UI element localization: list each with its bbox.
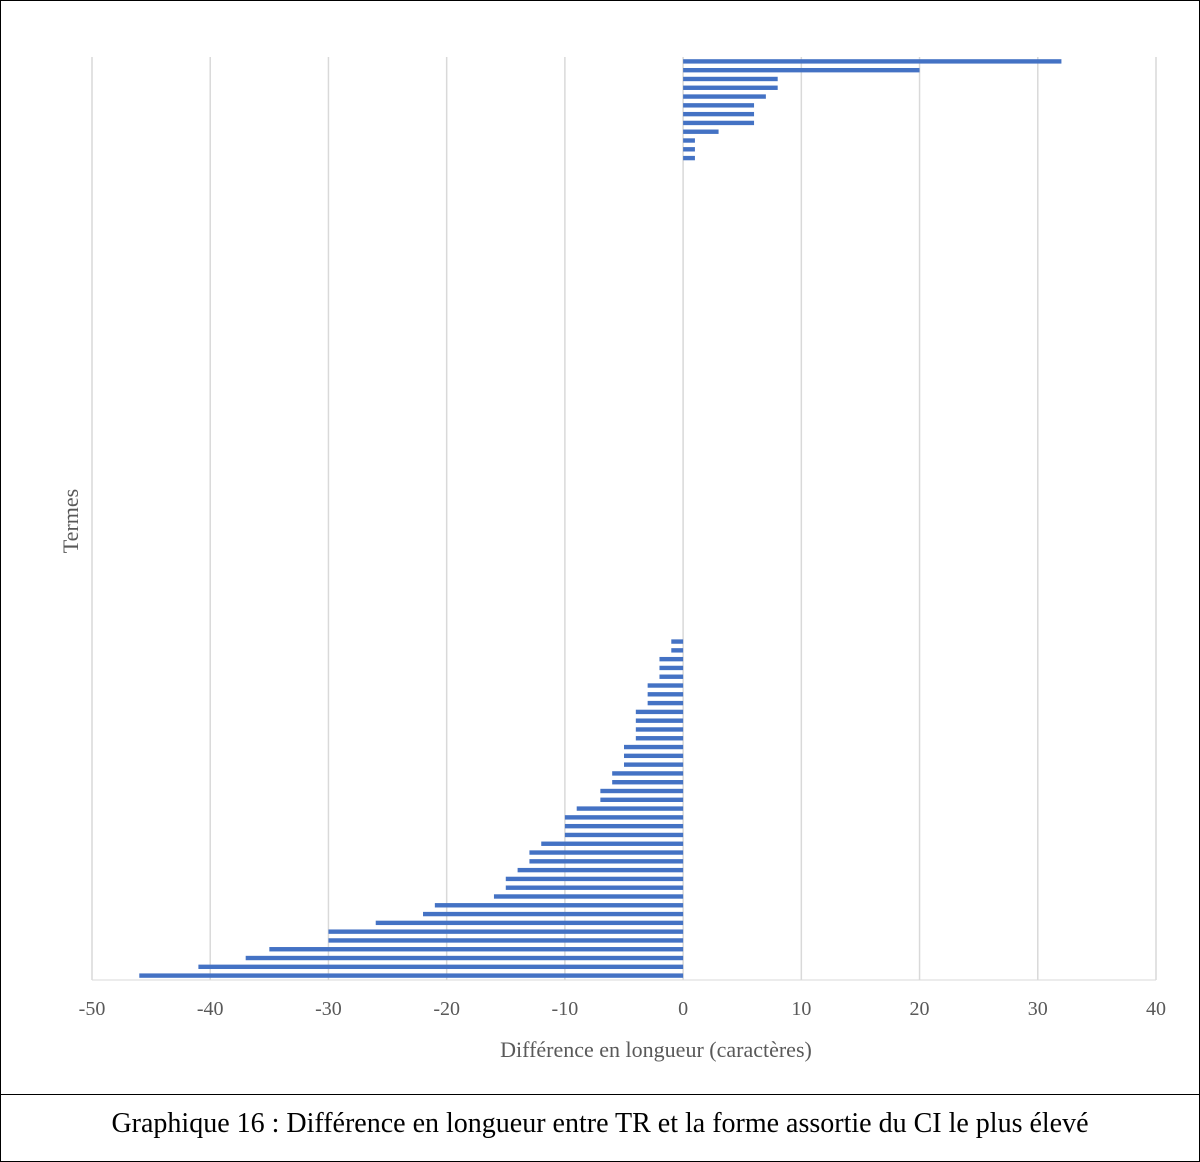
bar — [612, 780, 684, 785]
x-tick-label: 30 — [1028, 998, 1048, 1020]
bar — [683, 147, 695, 152]
x-axis-title: Différence en longueur (caractères) — [500, 1037, 812, 1062]
bar — [683, 129, 719, 134]
x-tick-label: -10 — [552, 998, 579, 1020]
bar — [600, 797, 684, 802]
bar — [269, 947, 684, 952]
bar — [328, 938, 684, 943]
x-tick-label: 40 — [1146, 998, 1166, 1020]
bar — [541, 841, 684, 846]
bar — [375, 920, 684, 926]
bar — [529, 859, 684, 864]
bar — [245, 955, 684, 961]
bar — [635, 709, 684, 715]
bar — [683, 94, 766, 99]
bar — [505, 885, 684, 890]
bar — [659, 665, 684, 671]
bar — [683, 67, 920, 73]
bar — [612, 771, 684, 776]
x-tick-label: -30 — [315, 998, 342, 1020]
bar — [671, 639, 684, 644]
bar — [647, 683, 684, 688]
bar — [647, 692, 684, 697]
bar — [635, 727, 684, 732]
x-tick-label: 10 — [791, 998, 811, 1020]
bar — [683, 120, 755, 126]
bar — [683, 59, 1062, 64]
bar — [139, 973, 684, 978]
bar — [564, 823, 684, 829]
bar — [647, 700, 684, 706]
bar — [328, 929, 684, 934]
bar — [529, 850, 684, 855]
x-tick-labels: -50 -40 -30 -20 -10 0 10 20 30 40 — [79, 998, 1166, 1020]
caption-divider — [0, 1094, 1200, 1095]
bar — [624, 762, 684, 767]
bar — [671, 648, 684, 653]
y-axis-title: Termes — [58, 489, 83, 553]
bar — [493, 894, 684, 899]
bar — [564, 832, 684, 838]
bar — [659, 656, 684, 662]
bar — [600, 788, 684, 794]
bar — [517, 867, 684, 873]
bar — [683, 103, 755, 108]
x-tick-label: -20 — [433, 998, 460, 1020]
bars — [139, 59, 1062, 978]
bar — [624, 753, 684, 759]
bar — [576, 806, 684, 811]
bar — [635, 736, 684, 741]
x-tick-label: 0 — [678, 998, 688, 1020]
bar — [434, 903, 684, 908]
bar — [624, 744, 684, 750]
bar — [683, 111, 755, 117]
bar — [683, 138, 695, 143]
bar — [659, 674, 684, 679]
x-tick-label: 20 — [910, 998, 930, 1020]
bar-chart: -50 -40 -30 -20 -10 0 10 20 30 40 Différence en l… — [58, 57, 1166, 1062]
bar — [683, 76, 778, 82]
figure-caption: Graphique 16 : Différence en longueur en… — [111, 1108, 1089, 1139]
x-tick-label: -50 — [79, 998, 106, 1020]
bar — [505, 876, 684, 882]
bar — [635, 718, 684, 723]
x-tick-label: -40 — [197, 998, 224, 1020]
bar — [683, 85, 778, 90]
bar — [564, 815, 684, 820]
bar — [683, 155, 695, 161]
bar — [423, 911, 684, 917]
bar — [198, 964, 684, 970]
